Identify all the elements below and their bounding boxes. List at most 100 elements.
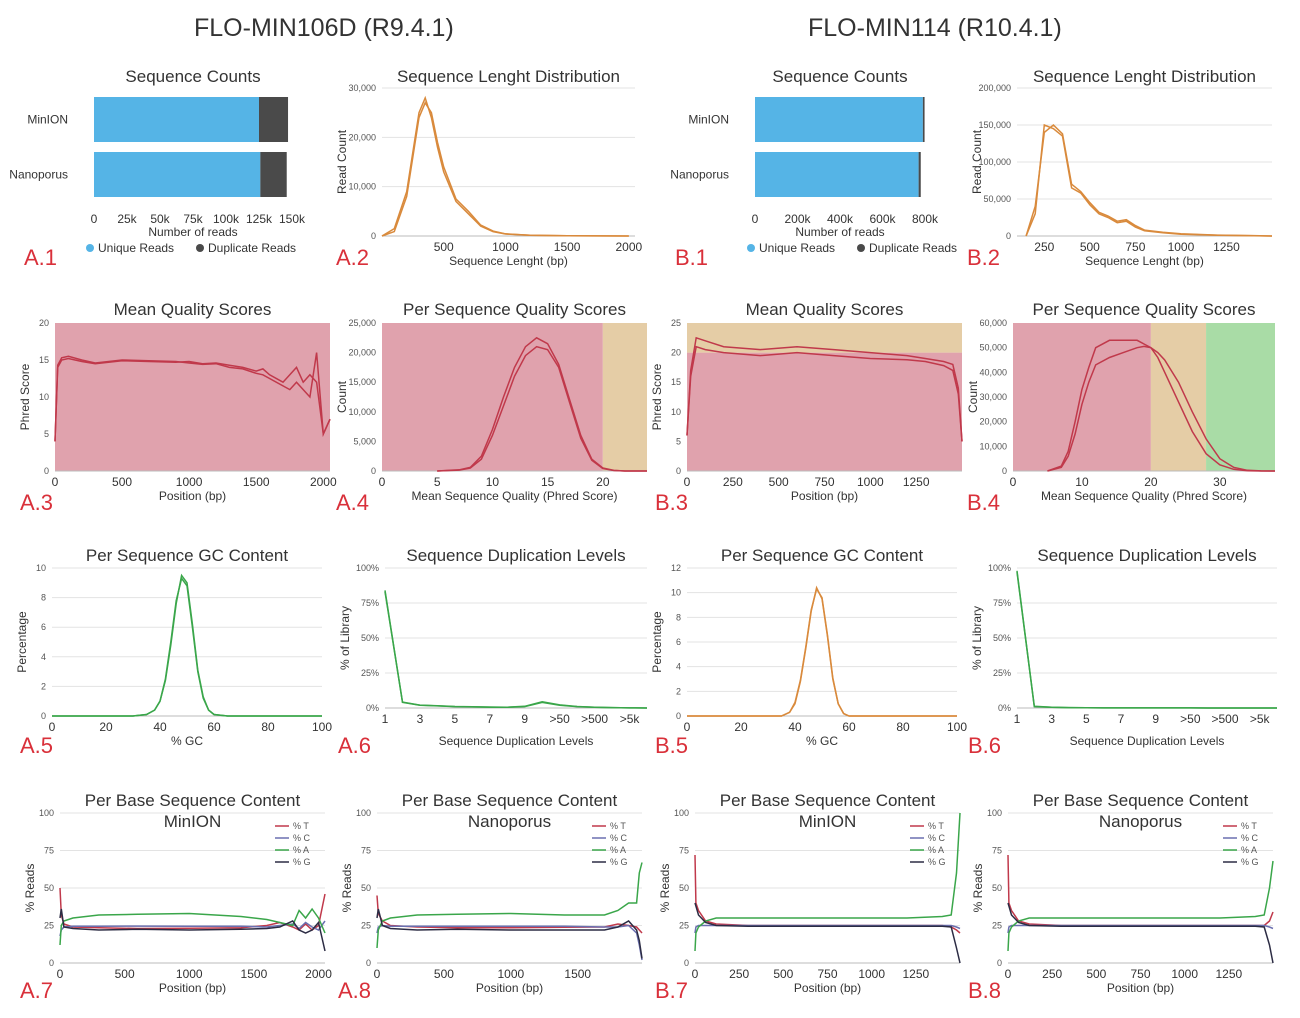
- y-axis-label: Count: [335, 380, 349, 413]
- y-tick-label: 50,000: [979, 343, 1007, 353]
- chart-title: Sequence Counts: [772, 67, 907, 86]
- series-line-2: [1025, 123, 1273, 237]
- category-label: Nanoporus: [670, 168, 729, 182]
- x-tick-label: 1000: [492, 240, 519, 254]
- x-tick-label: 0: [684, 475, 691, 489]
- y-tick-label: 10,000: [348, 407, 376, 417]
- heading-left: FLO-MIN106D (R9.4.1): [194, 14, 454, 42]
- series-line-t: [376, 895, 643, 934]
- x-tick-label: 1000: [1168, 240, 1195, 254]
- x-tick-label: 500: [434, 240, 454, 254]
- bar-duplicate: [918, 152, 921, 197]
- x-tick-label: 1500: [564, 967, 591, 981]
- series-line-g: [376, 908, 643, 959]
- category-label: MinION: [688, 113, 729, 127]
- x-axis-label: % GC: [171, 734, 203, 748]
- x-tick-label: 600k: [869, 212, 896, 226]
- series-line-2: [54, 352, 331, 442]
- y-axis-label: % of Library: [338, 606, 352, 670]
- panel-tag: A.7: [20, 978, 53, 1003]
- x-tick-label: >5k: [620, 712, 641, 726]
- panel-a1: Sequence Counts A.1 MinION Nanoporus 0 25k 50k…: [9, 67, 306, 270]
- x-tick-label: 500: [112, 475, 132, 489]
- x-tick-label: 0: [374, 967, 381, 981]
- panel-tag: B.3: [655, 490, 688, 515]
- x-tick-label: 20: [734, 720, 748, 734]
- series-line-2: [384, 591, 648, 709]
- y-axis-label: Read Count: [335, 129, 349, 194]
- y-tick-label: 20,000: [348, 132, 376, 142]
- category-label: MinION: [27, 113, 68, 127]
- panel-tag: A.2: [336, 245, 369, 270]
- y-tick-label: 0: [371, 466, 376, 476]
- y-axis-label: % Reads: [658, 864, 672, 913]
- x-tick-label: 1500: [241, 967, 268, 981]
- y-tick-label: 0: [676, 711, 681, 721]
- y-tick-label: 0%: [366, 703, 379, 713]
- x-axis-label: Position (bp): [159, 489, 226, 503]
- x-tick-label: 1000: [857, 475, 884, 489]
- x-tick-label: 10: [486, 475, 500, 489]
- y-tick-label: 100: [674, 808, 689, 818]
- bar-duplicate: [922, 97, 925, 142]
- panel-tag: B.5: [655, 733, 688, 758]
- series-line-a: [59, 907, 326, 946]
- y-tick-label: 100: [356, 808, 371, 818]
- panel-b1: Sequence Counts B.1 MinION Nanoporus 0 200k 40…: [670, 67, 957, 270]
- x-axis-label: Number of reads: [148, 225, 237, 239]
- x-axis-label: Position (bp): [476, 981, 543, 995]
- y-tick-label: 30,000: [348, 83, 376, 93]
- bar-unique: [94, 97, 259, 142]
- x-tick-label: 750: [814, 475, 834, 489]
- x-tick-label: 1: [1014, 712, 1021, 726]
- y-tick-label: 75: [361, 846, 371, 856]
- y-tick-label: 10: [671, 407, 681, 417]
- panel-tag: B.4: [967, 490, 1000, 515]
- x-tick-label: 500: [769, 475, 789, 489]
- y-axis-label: % Reads: [340, 864, 354, 913]
- x-tick-label: 9: [1152, 712, 1159, 726]
- x-tick-label: 5: [452, 712, 459, 726]
- chart-subtitle: Nanoporus: [1099, 812, 1182, 831]
- y-axis-label: Percentage: [650, 611, 664, 673]
- x-tick-label: 5: [434, 475, 441, 489]
- legend-marker: [857, 244, 865, 252]
- x-tick-label: 20: [99, 720, 113, 734]
- y-axis-label: Read Count: [970, 129, 984, 194]
- panel-a2: Sequence Lenght Distribution A.20 10,000 20…: [335, 67, 642, 270]
- legend-label: % C: [610, 833, 628, 843]
- panel-b2: Sequence Lenght Distribution B.2 0 50,000 10…: [967, 67, 1273, 270]
- x-tick-label: 100: [312, 720, 332, 734]
- chart-title: Per Sequence GC Content: [86, 546, 289, 565]
- y-tick-label: 30,000: [979, 392, 1007, 402]
- y-tick-label: 50: [44, 883, 54, 893]
- y-tick-label: 50: [992, 883, 1002, 893]
- chart-title: Sequence Lenght Distribution: [397, 67, 620, 86]
- y-tick-label: 10,000: [348, 182, 376, 192]
- x-tick-label: 40: [788, 720, 802, 734]
- y-tick-label: 25: [671, 318, 681, 328]
- legend-label: Unique Reads: [98, 241, 174, 255]
- quality-zone-bad: [55, 323, 330, 471]
- y-tick-label: 40,000: [979, 367, 1007, 377]
- x-axis-label: % GC: [806, 734, 838, 748]
- panel-b6: Sequence Duplication LevelsB.60%25%50%75…: [968, 546, 1277, 758]
- y-tick-label: 10: [671, 588, 681, 598]
- y-tick-label: 25: [361, 921, 371, 931]
- quality-zone-warn: [1150, 323, 1207, 471]
- legend-label: % T: [610, 821, 626, 831]
- y-tick-label: 15: [39, 355, 49, 365]
- x-tick-label: 0: [684, 720, 691, 734]
- bar-unique: [94, 152, 261, 197]
- chart-subtitle: MinION: [164, 812, 222, 831]
- chart-title: Per Sequence Quality Scores: [1032, 300, 1255, 319]
- x-tick-label: 1000: [176, 967, 203, 981]
- x-axis-label: Sequence Lenght (bp): [1085, 254, 1204, 268]
- x-tick-label: 2000: [310, 475, 337, 489]
- y-tick-label: 4: [41, 652, 46, 662]
- x-tick-label: 0: [91, 212, 98, 226]
- y-tick-label: 10: [39, 392, 49, 402]
- y-tick-label: 0: [366, 958, 371, 968]
- x-tick-label: 500: [434, 967, 454, 981]
